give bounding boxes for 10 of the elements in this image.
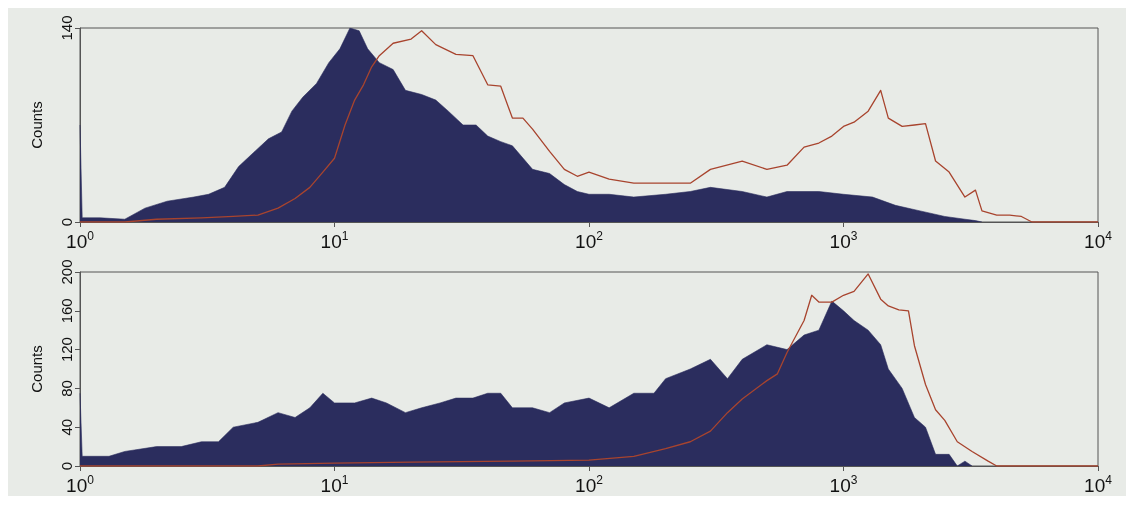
y-tick-label: 160 [58,298,75,324]
y-axis-title: Counts [28,101,45,149]
y-tick-label: 140 [58,15,75,41]
y-tick-label: 40 [58,418,75,436]
y-tick-label: 0 [58,217,75,227]
y-tick-label: 0 [58,461,75,471]
y-tick-label: 120 [58,337,75,363]
y-tick-label: 80 [58,380,75,397]
y-tick-label: 200 [58,259,75,285]
y-axis-title: Counts [28,345,45,393]
